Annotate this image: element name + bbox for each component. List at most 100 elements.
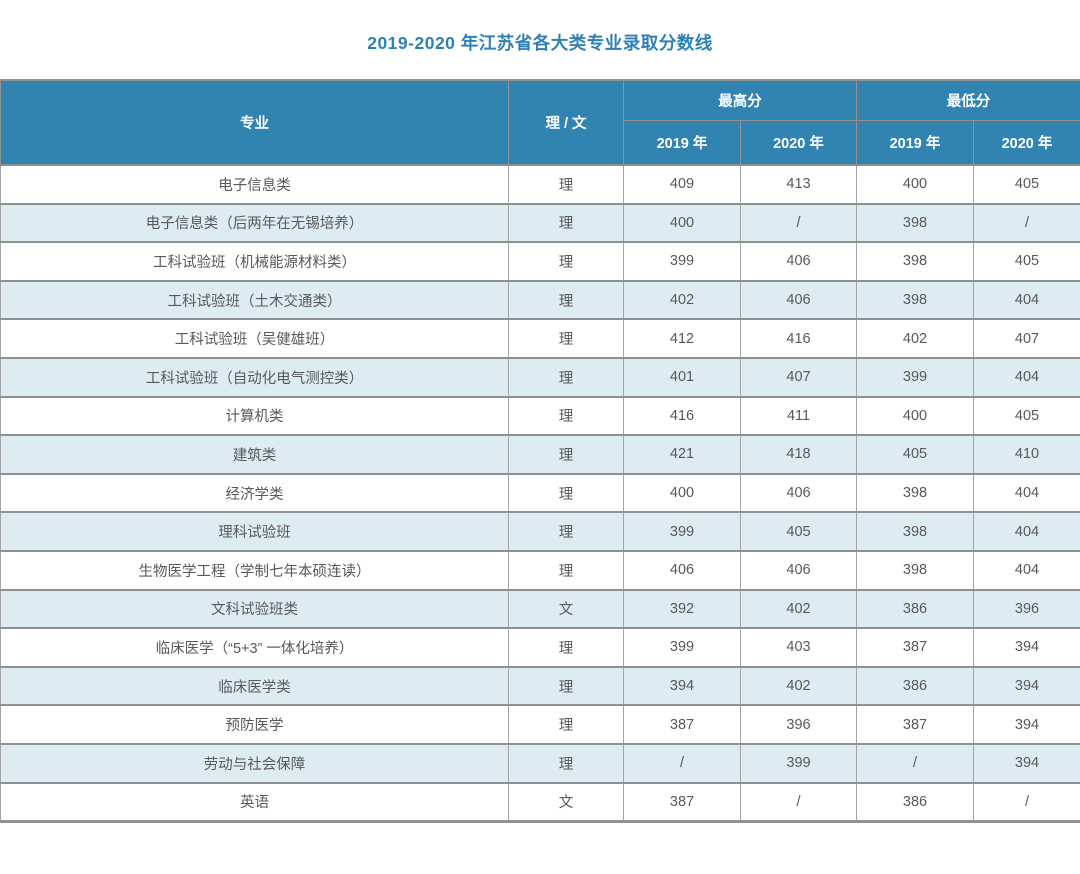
max-2020-cell: 418 xyxy=(740,434,857,475)
track-cell: 理 xyxy=(508,164,624,205)
track-cell: 理 xyxy=(508,241,624,282)
min-2020-cell: / xyxy=(973,202,1080,244)
page-title: 2019-2020 年江苏省各大类专业录取分数线 xyxy=(367,33,713,53)
max-2020-cell: 399 xyxy=(740,742,857,784)
header-max-score: 最高分 xyxy=(623,79,857,121)
min-2020-cell: 394 xyxy=(973,627,1080,668)
max-2019-cell: 421 xyxy=(623,434,741,475)
min-2019-cell: 398 xyxy=(856,202,974,244)
max-2019-cell: 401 xyxy=(623,356,741,398)
max-2020-cell: 405 xyxy=(740,511,857,552)
max-2019-cell: 399 xyxy=(623,627,741,668)
max-2019-cell: 387 xyxy=(623,704,741,745)
min-2020-cell: 407 xyxy=(973,318,1080,359)
table-row: 预防医学 理 387 396 387 394 xyxy=(0,704,1080,745)
min-2020-cell: 394 xyxy=(973,704,1080,745)
min-2019-cell: / xyxy=(856,742,974,784)
table-row: 生物医学工程（学制七年本硕连读） 理 406 406 398 404 xyxy=(0,549,1080,591)
track-cell: 理 xyxy=(508,665,624,707)
max-2020-cell: 403 xyxy=(740,627,857,668)
max-2019-cell: 399 xyxy=(623,241,741,282)
min-2019-cell: 400 xyxy=(856,164,974,205)
max-2020-cell: 416 xyxy=(740,318,857,359)
max-2020-cell: 396 xyxy=(740,704,857,745)
max-2019-cell: 399 xyxy=(623,511,741,552)
min-2019-cell: 398 xyxy=(856,472,974,514)
major-cell: 临床医学类 xyxy=(0,665,509,707)
header-row-years: 2019 年 2020 年 2019 年 2020 年 xyxy=(1,119,1080,166)
max-2020-cell: 402 xyxy=(740,665,857,707)
min-2019-cell: 386 xyxy=(856,665,974,707)
min-2019-cell: 398 xyxy=(856,241,974,282)
header-max-2019: 2019 年 xyxy=(623,119,741,166)
track-cell: 理 xyxy=(508,434,624,475)
min-2020-cell: / xyxy=(973,781,1080,823)
track-cell: 理 xyxy=(508,704,624,745)
track-cell: 文 xyxy=(508,781,624,823)
table-row: 工科试验班（自动化电气测控类） 理 401 407 399 404 xyxy=(0,356,1080,398)
header-major: 专业 xyxy=(0,79,509,166)
max-2020-cell: 406 xyxy=(740,472,857,514)
major-cell: 临床医学（“5+3” 一体化培养） xyxy=(0,627,509,668)
track-cell: 理 xyxy=(508,742,624,784)
min-2020-cell: 404 xyxy=(973,279,1080,321)
max-2020-cell: 411 xyxy=(740,395,857,437)
table-row: 理科试验班 理 399 405 398 404 xyxy=(0,511,1080,552)
min-2019-cell: 405 xyxy=(856,434,974,475)
table-row: 计算机类 理 416 411 400 405 xyxy=(0,395,1080,437)
max-2019-cell: 400 xyxy=(623,202,741,244)
major-cell: 工科试验班（自动化电气测控类） xyxy=(0,356,509,398)
max-2020-cell: 407 xyxy=(740,356,857,398)
track-cell: 理 xyxy=(508,318,624,359)
major-cell: 工科试验班（机械能源材料类） xyxy=(0,241,509,282)
max-2019-cell: 406 xyxy=(623,549,741,591)
table-row: 建筑类 理 421 418 405 410 xyxy=(0,434,1080,475)
header-min-2020: 2020 年 xyxy=(973,119,1080,166)
min-2019-cell: 398 xyxy=(856,279,974,321)
track-cell: 理 xyxy=(508,202,624,244)
min-2020-cell: 405 xyxy=(973,395,1080,437)
major-cell: 建筑类 xyxy=(0,434,509,475)
min-2020-cell: 405 xyxy=(973,241,1080,282)
min-2019-cell: 387 xyxy=(856,704,974,745)
header-min-2019: 2019 年 xyxy=(856,119,974,166)
max-2019-cell: 409 xyxy=(623,164,741,205)
max-2019-cell: / xyxy=(623,742,741,784)
min-2020-cell: 410 xyxy=(973,434,1080,475)
major-cell: 劳动与社会保障 xyxy=(0,742,509,784)
table-row: 英语 文 387 / 386 / xyxy=(0,781,1080,823)
table-body: 电子信息类 理 409 413 400 405 电子信息类（后两年在无锡培养） … xyxy=(0,164,1080,823)
max-2019-cell: 400 xyxy=(623,472,741,514)
min-2019-cell: 386 xyxy=(856,781,974,823)
major-cell: 预防医学 xyxy=(0,704,509,745)
max-2019-cell: 412 xyxy=(623,318,741,359)
table-row: 劳动与社会保障 理 / 399 / 394 xyxy=(0,742,1080,784)
max-2020-cell: 406 xyxy=(740,279,857,321)
table-row: 临床医学（“5+3” 一体化培养） 理 399 403 387 394 xyxy=(0,627,1080,668)
major-cell: 电子信息类 xyxy=(0,164,509,205)
major-cell: 经济学类 xyxy=(0,472,509,514)
table-row: 工科试验班（机械能源材料类） 理 399 406 398 405 xyxy=(0,241,1080,282)
min-2020-cell: 404 xyxy=(973,511,1080,552)
max-2020-cell: / xyxy=(740,781,857,823)
min-2019-cell: 398 xyxy=(856,549,974,591)
min-2020-cell: 405 xyxy=(973,164,1080,205)
table-row: 电子信息类（后两年在无锡培养） 理 400 / 398 / xyxy=(0,202,1080,244)
major-cell: 英语 xyxy=(0,781,509,823)
header-max-2020: 2020 年 xyxy=(740,119,857,166)
min-2019-cell: 402 xyxy=(856,318,974,359)
major-cell: 计算机类 xyxy=(0,395,509,437)
max-2019-cell: 394 xyxy=(623,665,741,707)
max-2019-cell: 392 xyxy=(623,588,741,630)
table-row: 电子信息类 理 409 413 400 405 xyxy=(0,164,1080,205)
admission-scores-table: 专业 理 / 文 最高分 最低分 2019 年 2020 年 2019 年 20… xyxy=(0,79,1080,823)
max-2019-cell: 402 xyxy=(623,279,741,321)
min-2020-cell: 404 xyxy=(973,356,1080,398)
table-row: 文科试验班类 文 392 402 386 396 xyxy=(0,588,1080,630)
track-cell: 理 xyxy=(508,279,624,321)
track-cell: 理 xyxy=(508,472,624,514)
track-cell: 理 xyxy=(508,511,624,552)
table-row: 工科试验班（吴健雄班） 理 412 416 402 407 xyxy=(0,318,1080,359)
min-2020-cell: 404 xyxy=(973,472,1080,514)
header-row-groups: 专业 理 / 文 最高分 最低分 xyxy=(0,79,1080,166)
